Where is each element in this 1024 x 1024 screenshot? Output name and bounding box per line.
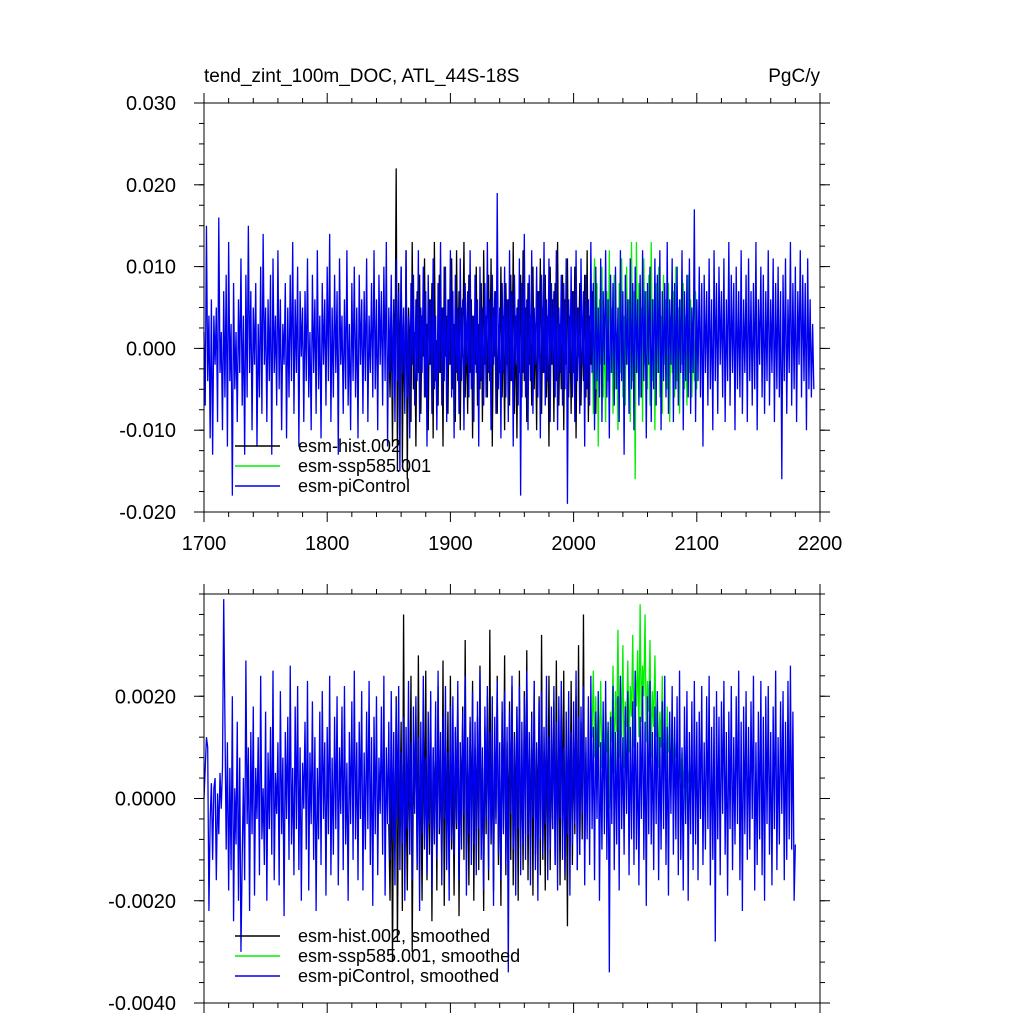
y-tick-label: 0.0020 xyxy=(115,686,176,708)
x-tick-label: 1900 xyxy=(428,533,473,555)
bottom-plot-ticks: -0.0040 -0.0020 0.0000 0.0020 xyxy=(108,584,830,1015)
legend-label: esm-hist.002, smoothed xyxy=(298,926,490,946)
y-tick-label: -0.0020 xyxy=(108,891,176,913)
y-tick-label: -0.020 xyxy=(119,502,176,524)
legend-label: esm-ssp585.001 xyxy=(298,456,431,476)
x-tick-label: 1800 xyxy=(305,533,350,555)
top-plot-ticks: 1700 1800 1900 2000 2100 2200 -0.020 -0.010 0.00… xyxy=(119,93,842,555)
series-line-1-2 xyxy=(203,599,797,973)
legend-label: esm-ssp585.001, smoothed xyxy=(298,946,520,966)
y-tick-label: -0.010 xyxy=(119,420,176,442)
top-plot-title: tend_zint_100m_DOC, ATL_44S-18S xyxy=(204,66,519,87)
top-plot: tend_zint_100m_DOC, ATL_44S-18S PgC/y 17… xyxy=(119,66,842,555)
x-tick-label: 2000 xyxy=(551,533,596,555)
legend-label: esm-piControl xyxy=(298,476,410,496)
bottom-plot: -0.0040 -0.0020 0.0000 0.0020 esm-hist.002,… xyxy=(108,584,830,1015)
x-tick-label: 2200 xyxy=(798,533,843,555)
x-tick-label: 2100 xyxy=(675,533,720,555)
series-line-0-2 xyxy=(203,192,815,504)
y-tick-label: 0.000 xyxy=(126,338,176,360)
y-tick-label: -0.0040 xyxy=(108,993,176,1015)
y-tick-label: 0.020 xyxy=(126,175,176,197)
y-tick-label: 0.030 xyxy=(126,93,176,115)
y-tick-label: 0.010 xyxy=(126,257,176,279)
top-plot-series-group xyxy=(203,168,815,504)
x-tick-label: 1700 xyxy=(182,533,227,555)
legend-label: esm-piControl, smoothed xyxy=(298,966,499,986)
y-tick-label: 0.0000 xyxy=(115,789,176,811)
bottom-plot-series-group xyxy=(203,599,797,973)
legend-label: esm-hist.002 xyxy=(298,436,401,456)
top-plot-units: PgC/y xyxy=(768,66,820,87)
